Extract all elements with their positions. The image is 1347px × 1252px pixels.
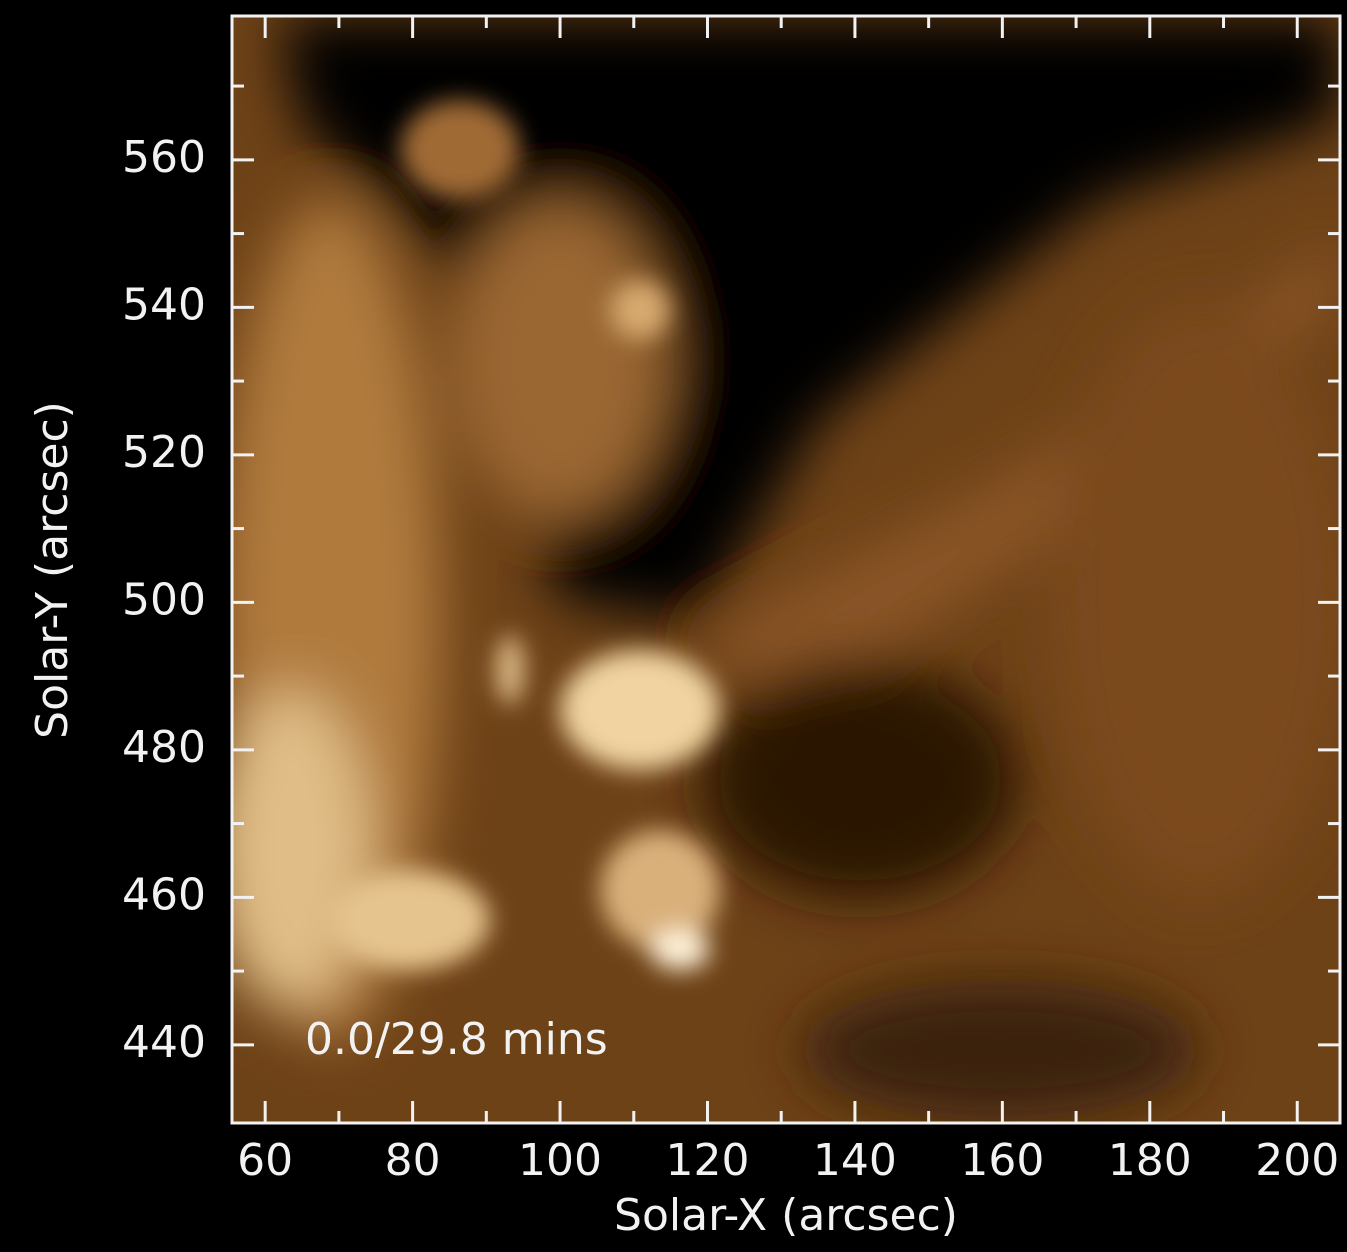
y-tick-label: 460	[122, 869, 206, 920]
x-tick-label: 180	[1108, 1135, 1192, 1186]
y-tick-label: 520	[122, 427, 206, 478]
x-tick-label: 200	[1255, 1135, 1339, 1186]
x-axis-label: Solar-X (arcsec)	[614, 1190, 958, 1241]
y-tick-label: 440	[122, 1017, 206, 1068]
y-tick-label: 540	[122, 279, 206, 330]
y-tick-label: 500	[122, 574, 206, 625]
annotation: 0.0/29.8 mins	[305, 1014, 608, 1065]
x-tick-label: 60	[237, 1135, 293, 1186]
x-tick-label: 140	[813, 1135, 897, 1186]
chart: 0.0/29.8 mins Solar-X (arcsec) Solar-Y (…	[0, 0, 1347, 1248]
x-tick-label: 100	[518, 1135, 602, 1186]
y-tick-label: 480	[122, 722, 206, 773]
y-tick-label: 560	[122, 132, 206, 183]
solar-image	[210, 16, 1347, 1123]
x-tick-label: 160	[960, 1135, 1044, 1186]
x-tick-label: 80	[385, 1135, 441, 1186]
x-tick-label: 120	[665, 1135, 749, 1186]
y-axis-label: Solar-Y (arcsec)	[27, 401, 78, 739]
